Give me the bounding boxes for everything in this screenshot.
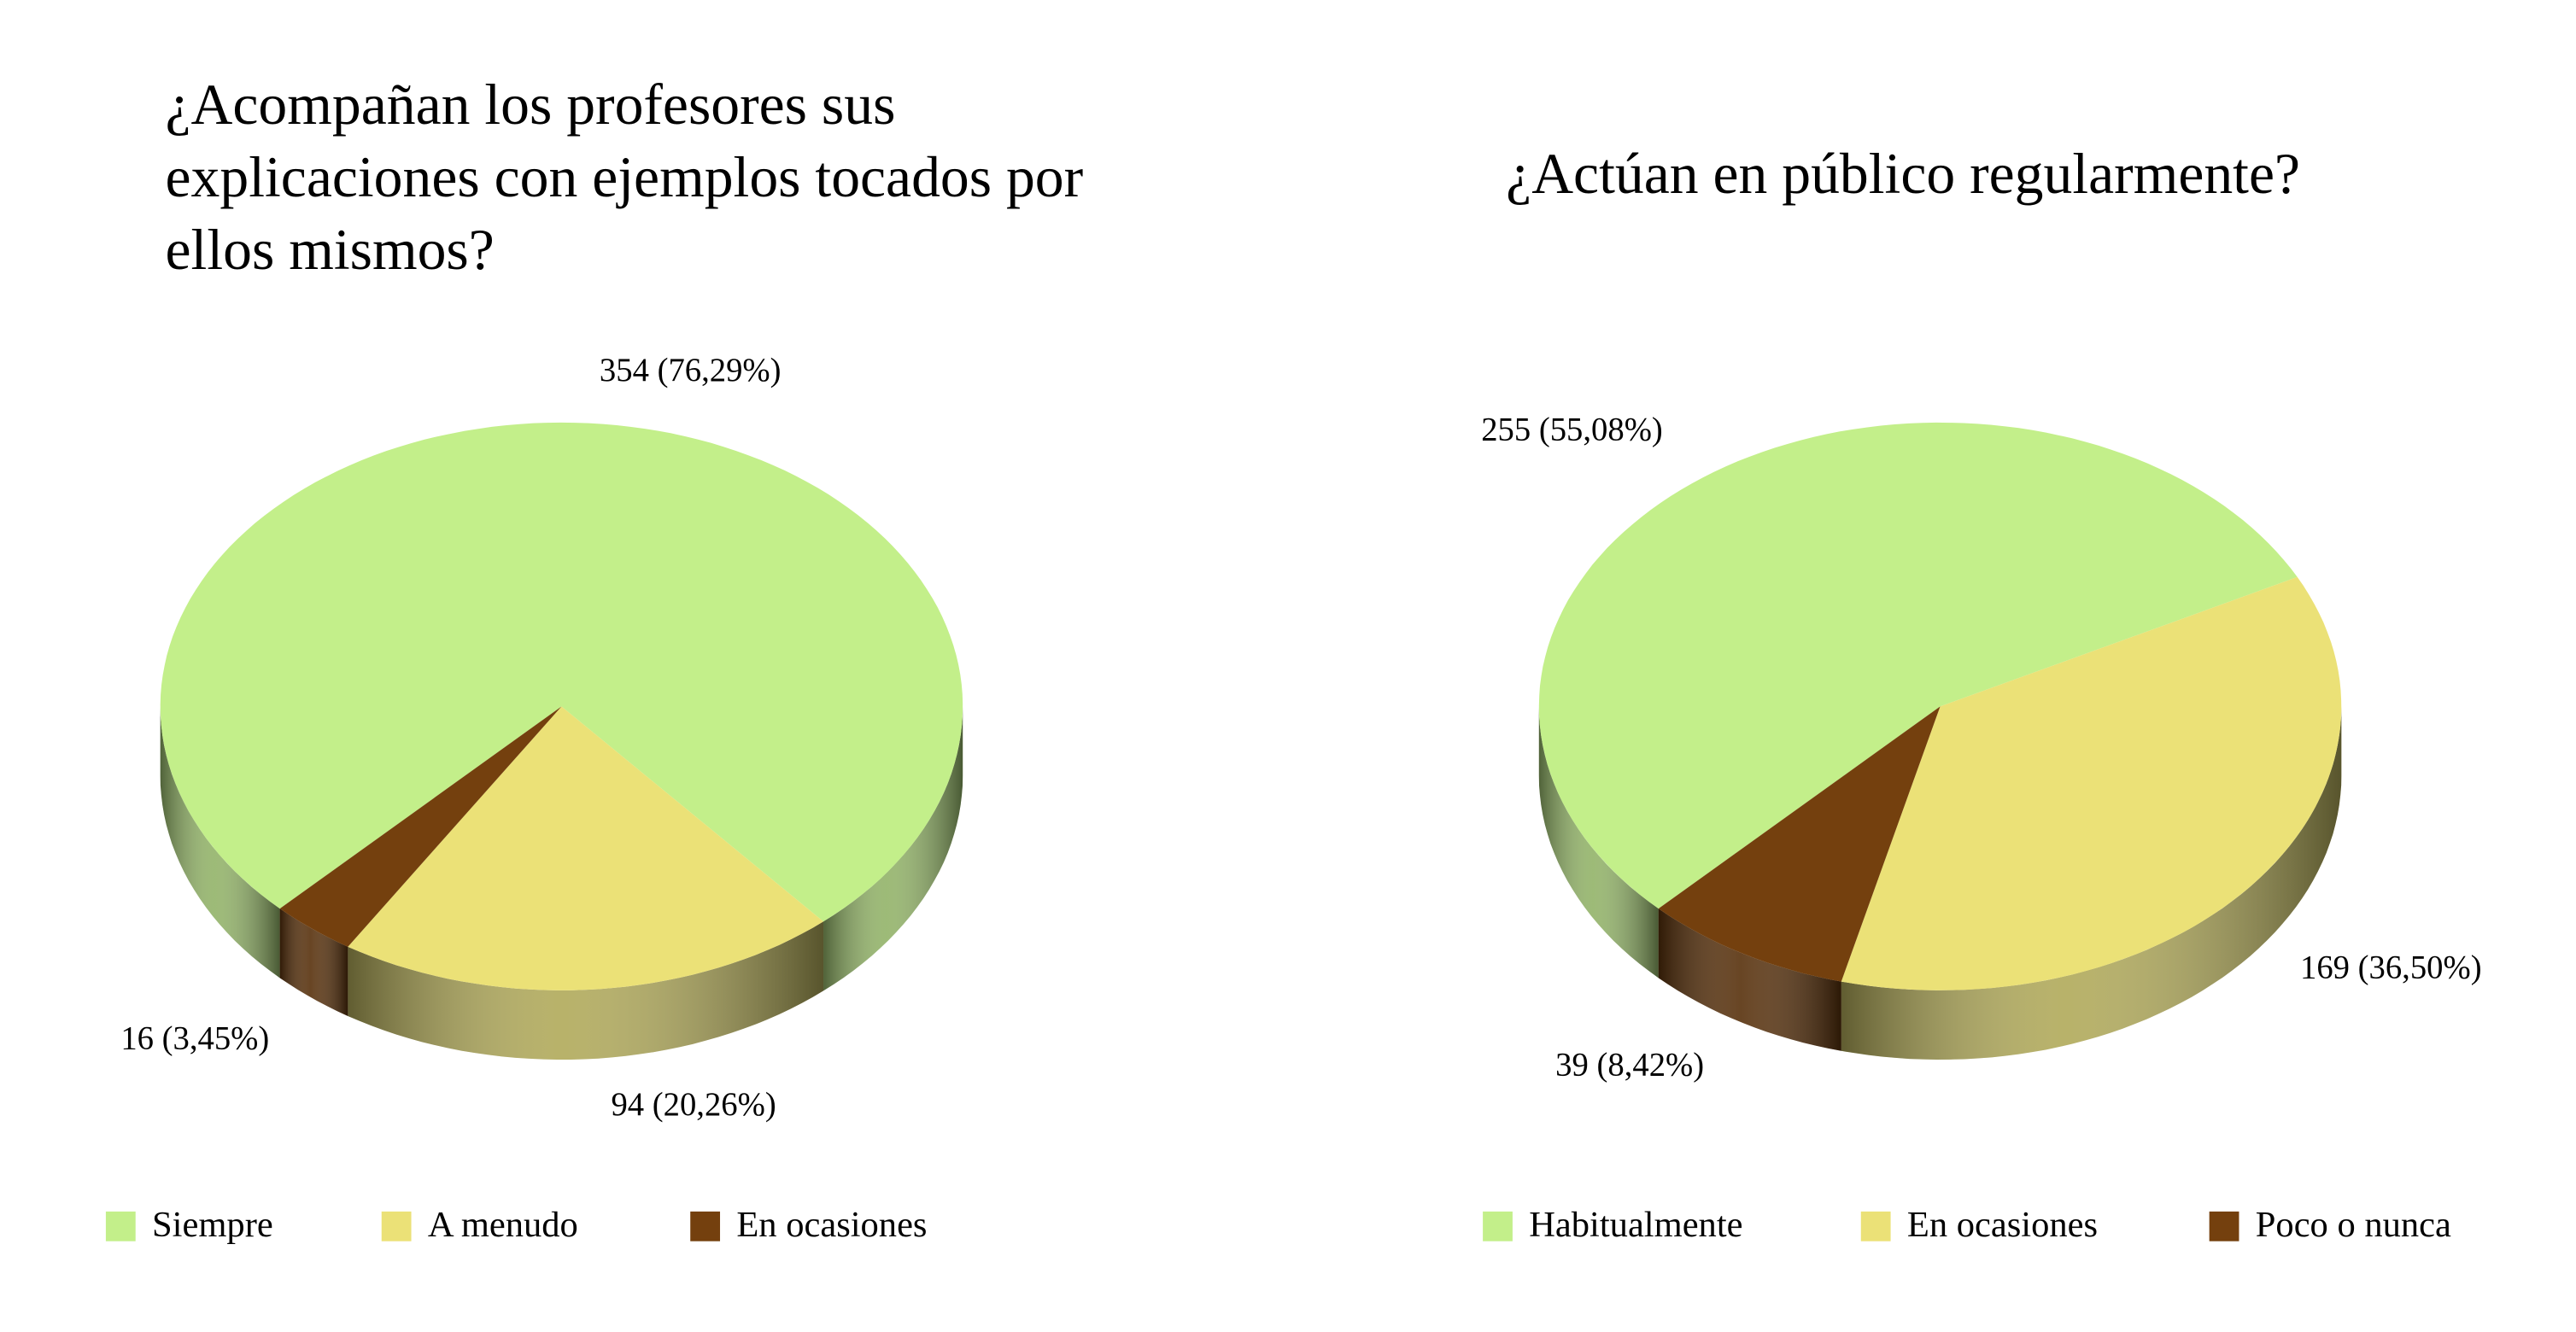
side-shade	[1538, 706, 1659, 979]
data-label: 354 (76,29%)	[600, 353, 782, 388]
legend-label: En ocasiones	[1907, 1205, 2098, 1245]
slice	[348, 706, 824, 990]
legend-swatch	[2209, 1211, 2239, 1241]
legend-swatch	[1483, 1211, 1513, 1241]
chart-title: ¿Actúan en público regularmente?	[1506, 142, 2301, 207]
legend-label: Poco o nunca	[2256, 1205, 2451, 1245]
legend-swatch	[690, 1211, 721, 1241]
legend-label: Habitualmente	[1529, 1205, 1742, 1245]
slice	[160, 422, 963, 922]
slice	[279, 706, 562, 947]
side-shade	[279, 908, 348, 1017]
side-shade	[1841, 706, 2342, 1060]
title-box: ¿Acompañan los profesores sus explicacio…	[165, 73, 1084, 283]
legend-label: En ocasiones	[736, 1205, 927, 1245]
side-shade	[348, 921, 824, 1060]
slice	[1841, 576, 2342, 990]
data-label: 169 (36,50%)	[2300, 950, 2482, 986]
side-shade	[823, 706, 963, 991]
data-label: 16 (3,45%)	[120, 1021, 269, 1057]
data-label: 255 (55,08%)	[1481, 412, 1663, 447]
side-shade	[1658, 908, 1841, 1051]
data-label: 94 (20,26%)	[611, 1087, 776, 1123]
chart-title: ¿Acompañan los profesores sus explicacio…	[165, 73, 1084, 283]
data-label: 39 (8,42%)	[1555, 1048, 1704, 1084]
legend-label: Siempre	[152, 1205, 273, 1245]
legend-swatch	[381, 1211, 412, 1241]
slice	[1658, 706, 1941, 982]
side-shade	[160, 706, 280, 979]
slice	[1538, 422, 2298, 909]
legend-swatch	[105, 1211, 136, 1241]
legend-swatch	[1860, 1211, 1891, 1241]
legend-label: A menudo	[428, 1205, 578, 1245]
title-box: ¿Actúan en público regularmente?	[1506, 142, 2301, 207]
